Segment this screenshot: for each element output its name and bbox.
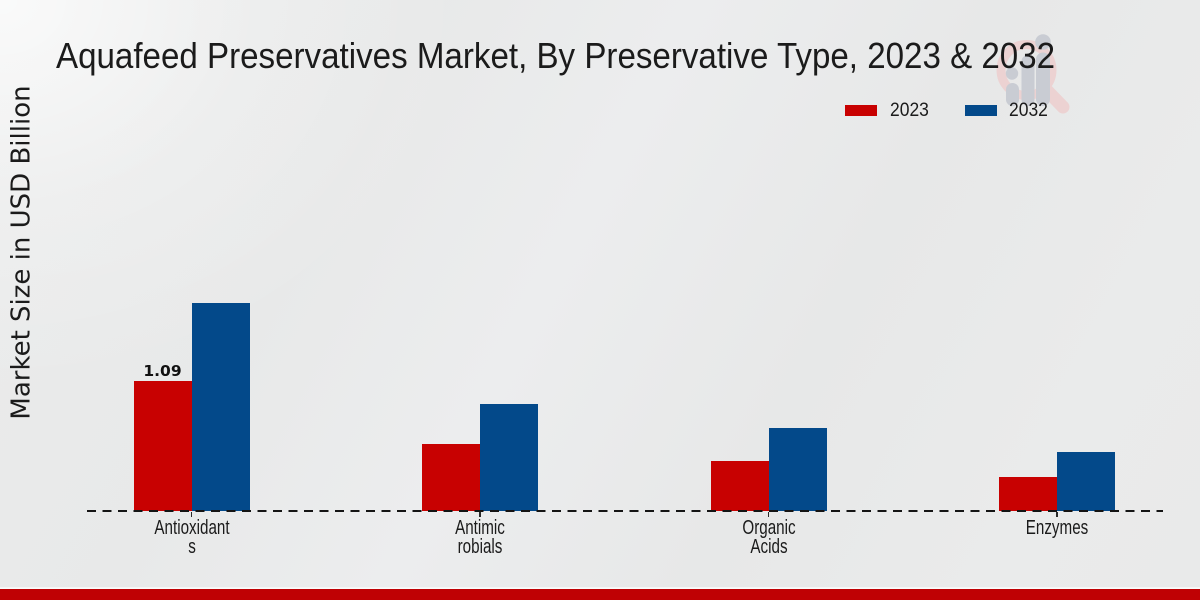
bar-2023-antimicrobials [422, 443, 480, 511]
logo-bar-tall [1036, 52, 1050, 106]
x-category-label: Enzymes [1025, 516, 1089, 539]
x-category-label: Antioxidant s [153, 516, 230, 558]
bar-2032-organic-acids [768, 428, 827, 511]
bar-2032-antimicrobials [480, 404, 538, 511]
bar-2023-antioxidants [133, 380, 192, 511]
x-category-label: Antimic robials [455, 516, 505, 558]
bar-2032-antioxidants [191, 302, 250, 511]
legend-swatch-2032 [965, 105, 997, 116]
logo-bars [1005, 34, 1051, 106]
bar-2032-enzymes [1057, 452, 1115, 511]
bar-value-label: 1.09 [143, 362, 182, 381]
bar-2023-organic-acids [710, 460, 769, 511]
legend-swatch-2023 [845, 105, 877, 116]
logo-bar-mid [1021, 55, 1035, 106]
footer-divider [0, 586, 1200, 589]
logo-bar-short [1006, 83, 1019, 106]
x-tick-organic-acids [767, 511, 770, 517]
bar-2023-enzymes [999, 477, 1057, 511]
x-tick-antioxidants [190, 511, 193, 517]
x-category-label: Organic Acids [741, 516, 796, 558]
x-axis-dashed-line [87, 510, 1163, 512]
chart-title: Aquafeed Preservatives Market, By Preser… [56, 34, 1056, 76]
footer-red-bar [0, 589, 1200, 600]
watermark-logo [996, 34, 1070, 114]
logo-dot-big [1035, 34, 1051, 50]
logo-dot-small [1005, 67, 1019, 80]
legend-label-2032: 2032 [1009, 100, 1048, 121]
x-tick-antimicrobials [479, 511, 481, 517]
legend-label-2023: 2023 [890, 100, 929, 121]
x-tick-enzymes [1056, 511, 1058, 517]
